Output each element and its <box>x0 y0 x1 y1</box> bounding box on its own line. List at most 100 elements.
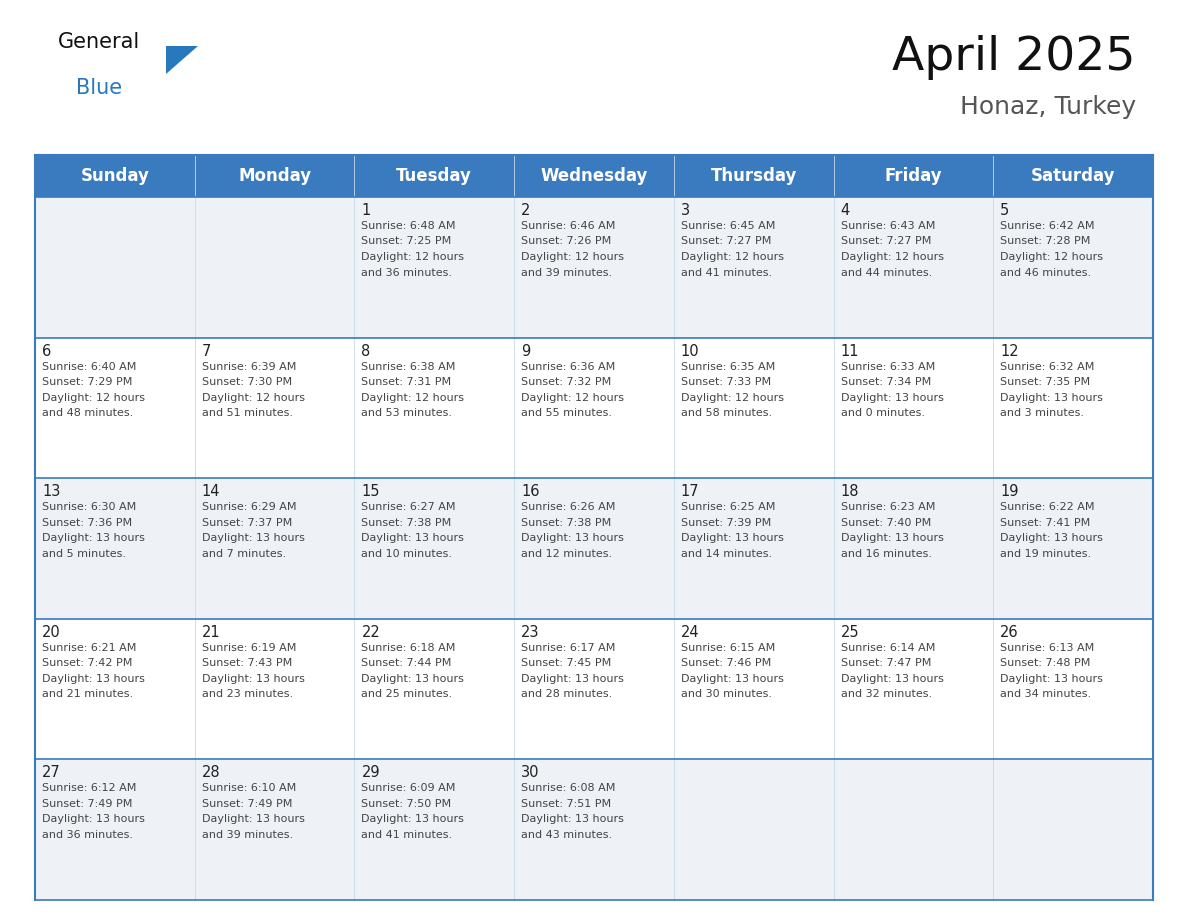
Text: 5: 5 <box>1000 203 1010 218</box>
Text: and 5 minutes.: and 5 minutes. <box>42 549 126 559</box>
Text: Sunrise: 6:33 AM: Sunrise: 6:33 AM <box>841 362 935 372</box>
Text: Daylight: 13 hours: Daylight: 13 hours <box>202 814 304 824</box>
Text: Daylight: 13 hours: Daylight: 13 hours <box>681 533 784 543</box>
Text: and 30 minutes.: and 30 minutes. <box>681 689 772 700</box>
Text: 20: 20 <box>42 625 61 640</box>
Text: 1: 1 <box>361 203 371 218</box>
Text: Sunrise: 6:42 AM: Sunrise: 6:42 AM <box>1000 221 1095 231</box>
Text: Sunset: 7:49 PM: Sunset: 7:49 PM <box>42 799 132 809</box>
Text: 24: 24 <box>681 625 700 640</box>
Text: and 36 minutes.: and 36 minutes. <box>361 267 453 277</box>
Text: Sunrise: 6:36 AM: Sunrise: 6:36 AM <box>522 362 615 372</box>
Text: and 14 minutes.: and 14 minutes. <box>681 549 772 559</box>
Text: Sunrise: 6:38 AM: Sunrise: 6:38 AM <box>361 362 456 372</box>
Text: Daylight: 12 hours: Daylight: 12 hours <box>42 393 145 403</box>
Text: Sunrise: 6:23 AM: Sunrise: 6:23 AM <box>841 502 935 512</box>
Text: Sunset: 7:43 PM: Sunset: 7:43 PM <box>202 658 292 668</box>
Text: Daylight: 13 hours: Daylight: 13 hours <box>522 533 624 543</box>
Text: Sunrise: 6:30 AM: Sunrise: 6:30 AM <box>42 502 137 512</box>
Text: 4: 4 <box>841 203 849 218</box>
Text: 18: 18 <box>841 484 859 499</box>
Text: Sunrise: 6:18 AM: Sunrise: 6:18 AM <box>361 643 456 653</box>
Text: and 48 minutes.: and 48 minutes. <box>42 409 133 418</box>
Text: 11: 11 <box>841 343 859 359</box>
Text: and 7 minutes.: and 7 minutes. <box>202 549 286 559</box>
Text: Sunset: 7:40 PM: Sunset: 7:40 PM <box>841 518 931 528</box>
Text: Sunset: 7:37 PM: Sunset: 7:37 PM <box>202 518 292 528</box>
Text: Tuesday: Tuesday <box>397 167 472 185</box>
Text: Sunset: 7:27 PM: Sunset: 7:27 PM <box>841 237 931 247</box>
Text: 9: 9 <box>522 343 530 359</box>
Text: 22: 22 <box>361 625 380 640</box>
Text: 10: 10 <box>681 343 700 359</box>
Text: Sunrise: 6:14 AM: Sunrise: 6:14 AM <box>841 643 935 653</box>
Text: 14: 14 <box>202 484 220 499</box>
Text: and 39 minutes.: and 39 minutes. <box>522 267 612 277</box>
Text: Daylight: 13 hours: Daylight: 13 hours <box>202 533 304 543</box>
Text: Sunrise: 6:25 AM: Sunrise: 6:25 AM <box>681 502 776 512</box>
Text: 28: 28 <box>202 766 220 780</box>
Text: Sunset: 7:45 PM: Sunset: 7:45 PM <box>522 658 612 668</box>
Text: Sunrise: 6:12 AM: Sunrise: 6:12 AM <box>42 783 137 793</box>
Text: Sunset: 7:35 PM: Sunset: 7:35 PM <box>1000 377 1091 387</box>
Bar <box>34 759 1154 900</box>
Text: and 0 minutes.: and 0 minutes. <box>841 409 924 418</box>
Text: Sunset: 7:31 PM: Sunset: 7:31 PM <box>361 377 451 387</box>
Text: 6: 6 <box>42 343 51 359</box>
Text: 15: 15 <box>361 484 380 499</box>
Text: and 19 minutes.: and 19 minutes. <box>1000 549 1092 559</box>
Text: Sunset: 7:39 PM: Sunset: 7:39 PM <box>681 518 771 528</box>
Text: Sunrise: 6:46 AM: Sunrise: 6:46 AM <box>522 221 615 231</box>
Text: Sunset: 7:27 PM: Sunset: 7:27 PM <box>681 237 771 247</box>
Text: Daylight: 12 hours: Daylight: 12 hours <box>361 393 465 403</box>
Text: Sunrise: 6:09 AM: Sunrise: 6:09 AM <box>361 783 456 793</box>
Text: 26: 26 <box>1000 625 1019 640</box>
Text: Sunrise: 6:27 AM: Sunrise: 6:27 AM <box>361 502 456 512</box>
Text: 8: 8 <box>361 343 371 359</box>
Text: Sunrise: 6:10 AM: Sunrise: 6:10 AM <box>202 783 296 793</box>
Text: Sunset: 7:44 PM: Sunset: 7:44 PM <box>361 658 451 668</box>
Text: 29: 29 <box>361 766 380 780</box>
Text: Sunrise: 6:32 AM: Sunrise: 6:32 AM <box>1000 362 1094 372</box>
Text: 17: 17 <box>681 484 700 499</box>
Text: Sunrise: 6:08 AM: Sunrise: 6:08 AM <box>522 783 615 793</box>
Text: Daylight: 13 hours: Daylight: 13 hours <box>202 674 304 684</box>
Text: and 16 minutes.: and 16 minutes. <box>841 549 931 559</box>
Text: 27: 27 <box>42 766 61 780</box>
Text: Sunrise: 6:35 AM: Sunrise: 6:35 AM <box>681 362 775 372</box>
Text: Sunday: Sunday <box>81 167 150 185</box>
Text: Sunset: 7:33 PM: Sunset: 7:33 PM <box>681 377 771 387</box>
Text: Sunrise: 6:39 AM: Sunrise: 6:39 AM <box>202 362 296 372</box>
Bar <box>34 338 1154 478</box>
Text: 16: 16 <box>522 484 539 499</box>
Text: Daylight: 13 hours: Daylight: 13 hours <box>522 814 624 824</box>
Text: Daylight: 13 hours: Daylight: 13 hours <box>361 814 465 824</box>
Text: Daylight: 12 hours: Daylight: 12 hours <box>361 252 465 262</box>
Text: Daylight: 12 hours: Daylight: 12 hours <box>681 393 784 403</box>
Text: General: General <box>58 32 140 52</box>
Text: Daylight: 12 hours: Daylight: 12 hours <box>202 393 304 403</box>
Text: and 53 minutes.: and 53 minutes. <box>361 409 453 418</box>
Bar <box>34 478 1154 619</box>
Text: 13: 13 <box>42 484 61 499</box>
Text: Daylight: 13 hours: Daylight: 13 hours <box>522 674 624 684</box>
Text: Daylight: 12 hours: Daylight: 12 hours <box>522 252 624 262</box>
Text: and 21 minutes.: and 21 minutes. <box>42 689 133 700</box>
Text: Honaz, Turkey: Honaz, Turkey <box>960 95 1136 119</box>
Text: 23: 23 <box>522 625 539 640</box>
Text: Sunrise: 6:13 AM: Sunrise: 6:13 AM <box>1000 643 1094 653</box>
Text: and 36 minutes.: and 36 minutes. <box>42 830 133 840</box>
Text: Daylight: 12 hours: Daylight: 12 hours <box>841 252 943 262</box>
Text: Sunrise: 6:17 AM: Sunrise: 6:17 AM <box>522 643 615 653</box>
Text: Sunrise: 6:45 AM: Sunrise: 6:45 AM <box>681 221 776 231</box>
Text: and 58 minutes.: and 58 minutes. <box>681 409 772 418</box>
Text: Sunrise: 6:22 AM: Sunrise: 6:22 AM <box>1000 502 1095 512</box>
Text: Daylight: 13 hours: Daylight: 13 hours <box>841 393 943 403</box>
Text: 30: 30 <box>522 766 539 780</box>
Text: and 3 minutes.: and 3 minutes. <box>1000 409 1085 418</box>
Text: Sunset: 7:47 PM: Sunset: 7:47 PM <box>841 658 931 668</box>
Text: 19: 19 <box>1000 484 1019 499</box>
Text: Daylight: 13 hours: Daylight: 13 hours <box>841 674 943 684</box>
Text: Blue: Blue <box>76 78 122 98</box>
Text: Daylight: 13 hours: Daylight: 13 hours <box>1000 393 1104 403</box>
